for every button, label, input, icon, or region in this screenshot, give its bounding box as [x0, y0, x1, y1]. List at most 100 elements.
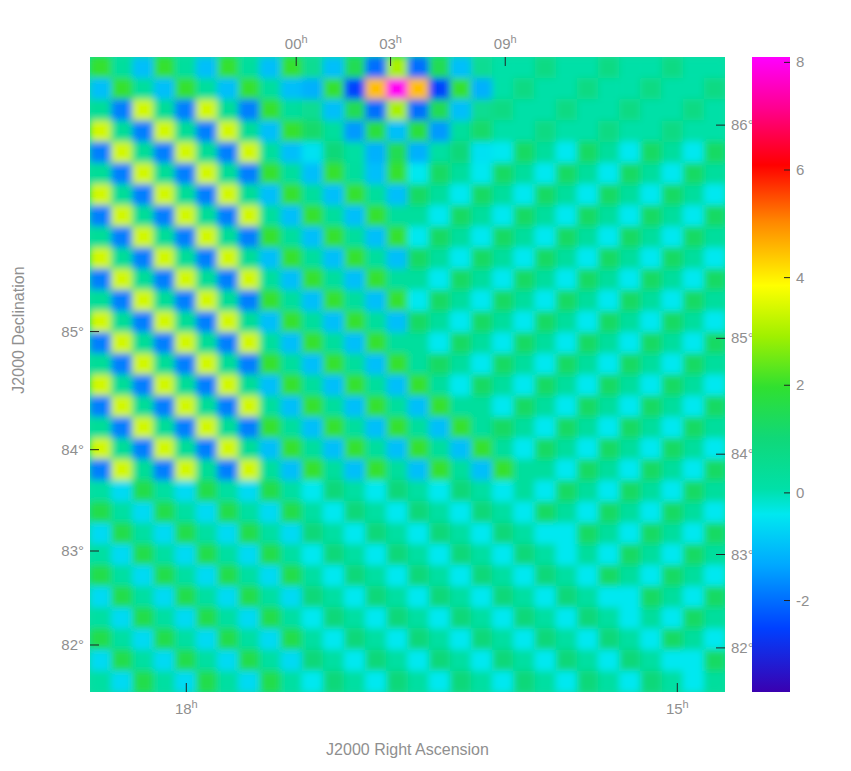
- cell: [683, 269, 705, 291]
- cell: [323, 544, 345, 566]
- cell: [217, 142, 239, 164]
- cell: [577, 502, 599, 524]
- cell: [556, 205, 578, 227]
- tick: [716, 554, 725, 555]
- cell: [556, 629, 578, 651]
- cell: [683, 438, 705, 460]
- cell: [429, 226, 451, 248]
- cell: [535, 629, 557, 651]
- cell: [302, 121, 324, 143]
- cell: [704, 163, 725, 185]
- cell: [365, 78, 387, 100]
- cell: [154, 142, 176, 164]
- cell: [344, 523, 366, 545]
- cell: [556, 163, 578, 185]
- cell: [90, 650, 112, 672]
- cell: [450, 226, 472, 248]
- cell: [619, 311, 641, 333]
- cell: [577, 438, 599, 460]
- cell: [238, 121, 260, 143]
- cell: [386, 650, 408, 672]
- cell: [281, 417, 303, 439]
- cell: [429, 205, 451, 227]
- tick-label: 09h: [494, 33, 517, 52]
- cell: [344, 671, 366, 692]
- cell: [683, 226, 705, 248]
- cell: [154, 184, 176, 206]
- cell: [217, 163, 239, 185]
- cell: [90, 353, 112, 375]
- cell: [429, 290, 451, 312]
- cell: [598, 502, 620, 524]
- cell: [217, 78, 239, 100]
- cell: [513, 311, 535, 333]
- cell: [556, 99, 578, 121]
- cell: [704, 459, 725, 481]
- cell: [344, 311, 366, 333]
- cell: [302, 248, 324, 270]
- cell: [429, 142, 451, 164]
- tick: [716, 338, 725, 339]
- cell: [535, 205, 557, 227]
- cell: [619, 459, 641, 481]
- cell: [450, 629, 472, 651]
- cell: [662, 99, 684, 121]
- cell: [598, 523, 620, 545]
- cell: [238, 438, 260, 460]
- cell: [577, 650, 599, 672]
- cell: [132, 57, 154, 79]
- cell: [619, 142, 641, 164]
- cell: [281, 396, 303, 418]
- cell: [90, 163, 112, 185]
- cell: [408, 311, 430, 333]
- cell: [281, 205, 303, 227]
- cell: [302, 523, 324, 545]
- cell: [217, 353, 239, 375]
- cell: [598, 163, 620, 185]
- cell: [556, 332, 578, 354]
- cell: [217, 480, 239, 502]
- cell: [302, 417, 324, 439]
- cell: [217, 502, 239, 524]
- cell: [450, 353, 472, 375]
- cell: [323, 607, 345, 629]
- cell: [513, 121, 535, 143]
- cell: [217, 184, 239, 206]
- cell: [302, 438, 324, 460]
- cell: [281, 607, 303, 629]
- cell: [154, 650, 176, 672]
- cell: [302, 544, 324, 566]
- cell: [704, 629, 725, 651]
- cell: [238, 226, 260, 248]
- cell: [429, 480, 451, 502]
- cell: [556, 523, 578, 545]
- cell: [365, 586, 387, 608]
- cell: [535, 290, 557, 312]
- cell: [154, 375, 176, 397]
- cell: [111, 142, 133, 164]
- cell: [492, 375, 514, 397]
- cell: [662, 523, 684, 545]
- cell: [154, 163, 176, 185]
- cell: [259, 121, 281, 143]
- cell: [640, 396, 662, 418]
- cell: [535, 121, 557, 143]
- cell: [111, 163, 133, 185]
- cell: [429, 565, 451, 587]
- cell: [365, 121, 387, 143]
- cell: [196, 396, 218, 418]
- cell: [175, 142, 197, 164]
- cell: [619, 57, 641, 79]
- cell: [492, 311, 514, 333]
- cell: [598, 184, 620, 206]
- cell: [556, 396, 578, 418]
- cell: [365, 565, 387, 587]
- cell: [132, 459, 154, 481]
- cell: [323, 502, 345, 524]
- cell: [556, 248, 578, 270]
- cell: [704, 248, 725, 270]
- cell: [111, 459, 133, 481]
- cell: [175, 205, 197, 227]
- cell: [577, 332, 599, 354]
- cell: [598, 565, 620, 587]
